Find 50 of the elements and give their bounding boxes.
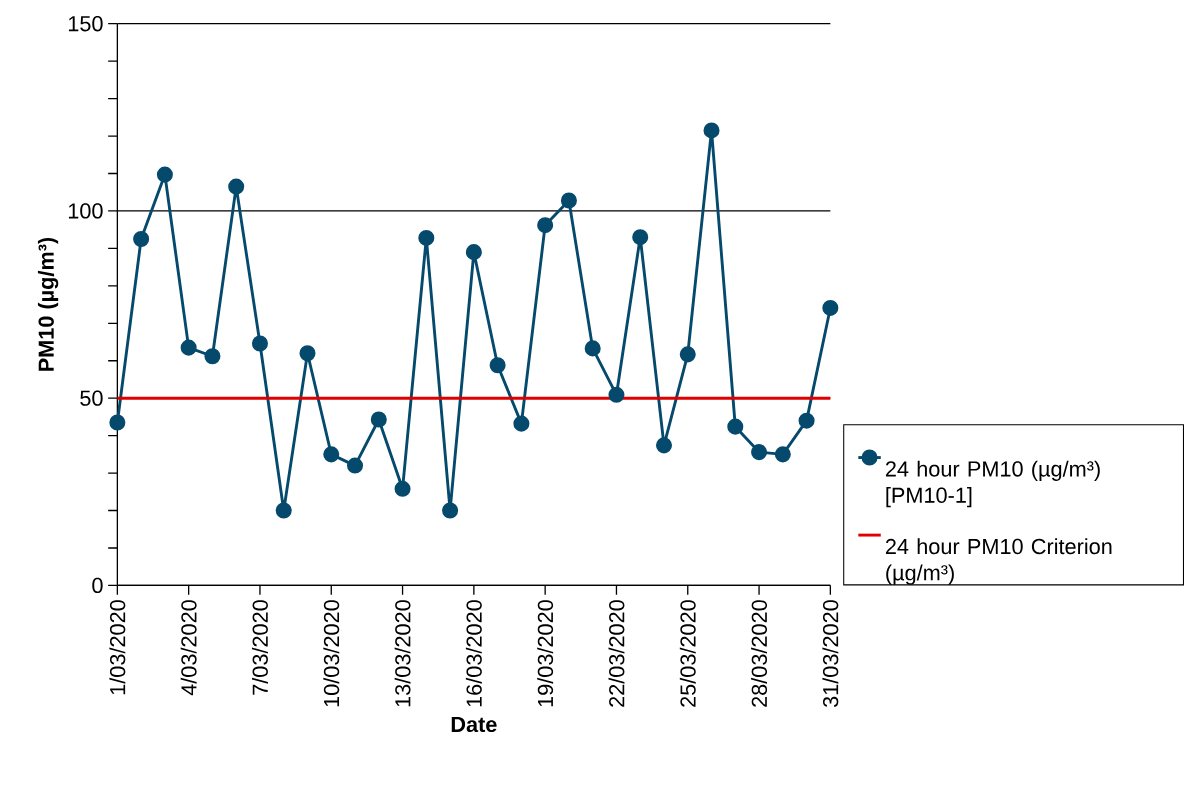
point bbox=[323, 446, 340, 463]
y-tick-label: 0 bbox=[92, 577, 103, 594]
point bbox=[727, 418, 744, 435]
point bbox=[751, 444, 768, 461]
point bbox=[798, 412, 815, 429]
point bbox=[228, 178, 245, 195]
point bbox=[133, 231, 150, 248]
x-tick-label: 19/03/2020 bbox=[537, 600, 554, 707]
point bbox=[370, 411, 387, 428]
x-tick-label: 22/03/2020 bbox=[608, 600, 625, 707]
point bbox=[584, 340, 601, 357]
x-axis-title: Date bbox=[451, 717, 497, 733]
x-tick-label: 16/03/2020 bbox=[465, 600, 482, 707]
point bbox=[703, 122, 720, 139]
point bbox=[180, 339, 197, 356]
point bbox=[560, 192, 577, 209]
point bbox=[489, 357, 506, 374]
point bbox=[632, 229, 649, 246]
point bbox=[822, 300, 839, 317]
x-tick-label: 1/03/2020 bbox=[109, 600, 126, 695]
y-tick-label: 150 bbox=[68, 16, 103, 32]
point bbox=[346, 457, 364, 474]
x-tick-label: 7/03/2020 bbox=[252, 600, 268, 695]
point bbox=[513, 415, 530, 432]
x-tick-label: 31/03/2020 bbox=[822, 600, 839, 708]
point bbox=[442, 502, 459, 519]
legend-label: 24 hour PM10 (µg/m³) [PM10-1] bbox=[885, 460, 1100, 508]
point bbox=[275, 502, 292, 519]
point bbox=[465, 244, 482, 261]
point bbox=[679, 346, 696, 363]
point bbox=[655, 437, 673, 454]
point bbox=[394, 480, 411, 497]
x-tick-label: 10/03/2020 bbox=[323, 600, 340, 707]
y-axis-title: PM10 (µg/m³) bbox=[37, 238, 59, 372]
x-tick-label: 28/03/2020 bbox=[751, 600, 768, 707]
y-tick-label: 100 bbox=[68, 203, 103, 219]
x-tick-label: 25/03/2020 bbox=[679, 600, 696, 707]
point bbox=[156, 166, 173, 183]
point bbox=[109, 414, 126, 431]
legend-label: 24 hour PM10 Criterion (µg/m³) bbox=[885, 538, 1112, 585]
y-tick-label: 50 bbox=[80, 390, 103, 407]
point bbox=[251, 335, 268, 352]
point bbox=[299, 345, 316, 362]
x-tick-label: 13/03/2020 bbox=[394, 600, 411, 707]
x-tick-label: 4/03/2020 bbox=[180, 600, 197, 696]
point bbox=[204, 348, 221, 365]
point bbox=[418, 230, 435, 247]
point bbox=[537, 217, 554, 234]
point bbox=[774, 446, 791, 463]
point bbox=[608, 386, 625, 404]
